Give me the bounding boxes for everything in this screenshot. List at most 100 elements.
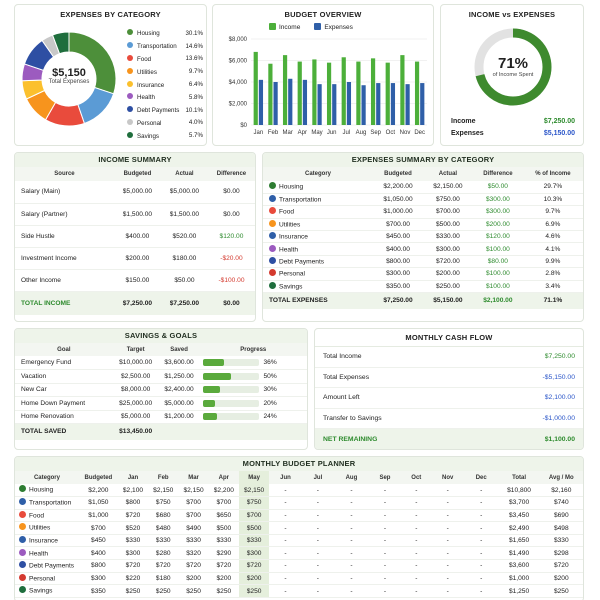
planner-category-label: Debt Payments <box>29 562 75 570</box>
planner-cell: - <box>446 549 449 557</box>
bar-income-aug <box>356 61 361 125</box>
table-row: New Car $8,000.00 $2,400.00 30% <box>15 383 307 397</box>
donut-slice-transportation <box>77 86 115 125</box>
category-icon <box>19 536 26 544</box>
legend-item: Savings 5.7% <box>127 129 203 142</box>
planner-cell: $280 <box>155 549 171 557</box>
planner-cell: - <box>350 587 353 595</box>
planner-cell: $400 <box>91 549 106 557</box>
legend-label: Health <box>137 94 155 102</box>
planner-category-label: Transportation <box>29 499 72 507</box>
planner-col-header: May <box>238 471 270 484</box>
planner-cell: - <box>350 486 353 494</box>
y-tick-label: $0 <box>240 123 247 129</box>
planner-cell: - <box>350 574 353 582</box>
income-value: $7,250.00 <box>543 118 575 125</box>
planner-category: Personal <box>15 572 79 585</box>
expense-category-label: Health <box>279 245 299 253</box>
monthly-budget-planner-card: MONTHLY BUDGET PLANNER Category Budgeted J… <box>14 456 584 600</box>
expenses-summary-card: EXPENSES SUMMARY BY CATEGORY Category Bu… <box>262 152 584 322</box>
donut-slice-savings <box>51 31 70 55</box>
planner-cell: - <box>350 524 353 532</box>
income-budgeted: $150.00 <box>125 276 150 284</box>
legend-dot <box>127 54 133 61</box>
planner-cell: $1,050 <box>88 499 109 507</box>
col-percent-income: % of Income <box>522 167 583 181</box>
legend-percent: 4.0% <box>188 119 203 127</box>
legend-label-wrap: Savings <box>127 131 160 140</box>
planner-col-header: Budgeted <box>78 471 118 484</box>
total-expenses-amount: $5,150 <box>52 67 86 79</box>
card-icon <box>269 256 276 264</box>
legend-label: Food <box>137 55 152 63</box>
cash-flow-row: Transfer to Savings -$1,000.00 <box>315 409 583 429</box>
table-row: Insurance $450 $330 $330 $330 $330 $330 - - - - - - -… <box>15 534 583 547</box>
income-difference: $0.00 <box>223 210 240 218</box>
planner-cell: - <box>383 511 387 519</box>
expense-category: Debt Payments <box>263 255 373 267</box>
planner-cell: $298 <box>553 549 569 557</box>
income-budgeted: $5,000.00 <box>122 188 153 196</box>
expenses-summary-table: Category Budgeted Actual Difference % of… <box>263 167 583 309</box>
x-tick-label: Jun <box>327 130 337 136</box>
planner-cell: - <box>446 574 449 582</box>
col-source: Source <box>15 167 114 181</box>
income-actual: $5,000.00 <box>169 188 200 196</box>
bar-income-jul <box>341 57 346 125</box>
expense-category: Food <box>263 206 373 218</box>
goal-name: Home Down Payment <box>21 399 86 407</box>
planner-cell: $220 <box>125 574 141 582</box>
planner-cell: - <box>446 587 449 595</box>
planner-cell: $330 <box>186 537 201 545</box>
goal-progress: 30% <box>199 383 307 397</box>
legend-label: Transportation <box>137 43 177 51</box>
x-tick-label: Nov <box>400 130 411 136</box>
planner-cell: - <box>383 486 387 494</box>
expense-percent: 3.4% <box>545 282 561 290</box>
planner-cell: $200 <box>186 574 201 582</box>
planner-cell: $3,700 <box>508 499 530 507</box>
planner-cell: - <box>383 524 387 532</box>
planner-cell: - <box>316 562 319 570</box>
budget-overview-bar-chart: $8,000 $6,000 $4,000 $2,000 $0 Jan Feb Mar Apr Ma… <box>229 37 427 136</box>
net-remaining-label: NET REMAINING <box>323 436 378 443</box>
planner-cell: - <box>415 537 418 545</box>
expense-budgeted: $2,200.00 <box>383 183 413 191</box>
bar-income-feb <box>268 63 273 125</box>
legend-label-wrap: Transportation <box>127 42 177 50</box>
planner-cell: - <box>350 562 353 570</box>
progress-bar-fill <box>203 399 215 407</box>
bar-income-apr <box>297 61 302 125</box>
planner-cell: - <box>316 537 319 545</box>
planner-cell: - <box>316 524 319 532</box>
legend-label: Savings <box>137 132 160 140</box>
planner-cell: - <box>383 537 387 545</box>
planner-cell: - <box>316 587 319 595</box>
expense-difference: $100.00 <box>485 282 510 290</box>
food-icon <box>269 207 276 215</box>
planner-cell: - <box>480 511 483 519</box>
income-source: Side Hustle <box>21 232 55 240</box>
cash-flow-label: Amount Left <box>323 394 360 402</box>
planner-cell: $320 <box>186 549 201 557</box>
bar-expenses-dec <box>420 83 425 125</box>
expense-difference: $200.00 <box>485 220 510 228</box>
total-income-actual: $7,250.00 <box>160 291 208 315</box>
category-icon <box>19 561 26 569</box>
planner-cell: - <box>284 499 287 507</box>
table-row: Insurance $450.00 $330.00 $120.00 4.6% <box>263 231 583 243</box>
planner-cell: - <box>480 562 483 570</box>
category-icon <box>19 548 26 556</box>
legend-dot <box>127 67 133 74</box>
planner-cell: - <box>350 549 353 557</box>
planner-cell: - <box>415 486 418 494</box>
empty-cell <box>158 423 200 440</box>
planner-cell: - <box>415 499 418 507</box>
planner-cell: $330 <box>155 537 171 545</box>
col-budgeted: Budgeted <box>373 167 423 181</box>
goal-saved: $2,400.00 <box>164 386 194 394</box>
x-tick-label: Mar <box>282 130 292 136</box>
legend-percent: 5.8% <box>188 93 203 101</box>
planner-col-header: Sep <box>368 471 402 484</box>
legend-percent: 13.6% <box>185 55 203 63</box>
